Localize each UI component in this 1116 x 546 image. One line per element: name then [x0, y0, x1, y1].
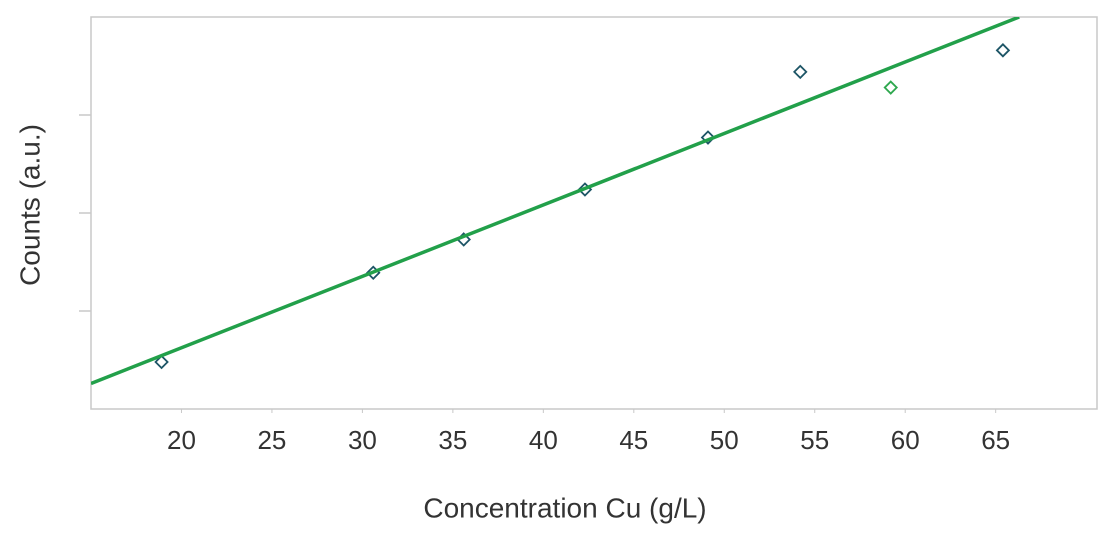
y-axis-label: Counts (a.u.)	[14, 124, 45, 286]
x-axis-label: Concentration Cu (g/L)	[423, 492, 706, 523]
x-tick-label: 55	[800, 425, 829, 455]
x-tick-label: 25	[257, 425, 286, 455]
x-tick-label: 35	[438, 425, 467, 455]
data-point	[154, 354, 169, 370]
data-point	[700, 130, 716, 145]
plot-frame	[90, 16, 1098, 410]
x-tick-label: 60	[891, 425, 920, 455]
x-tick-label: 45	[619, 425, 648, 455]
x-tick-label: 65	[981, 425, 1010, 455]
x-tick-label: 30	[348, 425, 377, 455]
x-tick-label: 20	[167, 425, 196, 455]
data-point	[792, 64, 808, 80]
data-point	[883, 80, 899, 95]
x-tick-label: 50	[710, 425, 739, 455]
fit-line	[91, 17, 1020, 386]
data-point	[995, 43, 1011, 58]
x-tick-label: 40	[529, 425, 558, 455]
